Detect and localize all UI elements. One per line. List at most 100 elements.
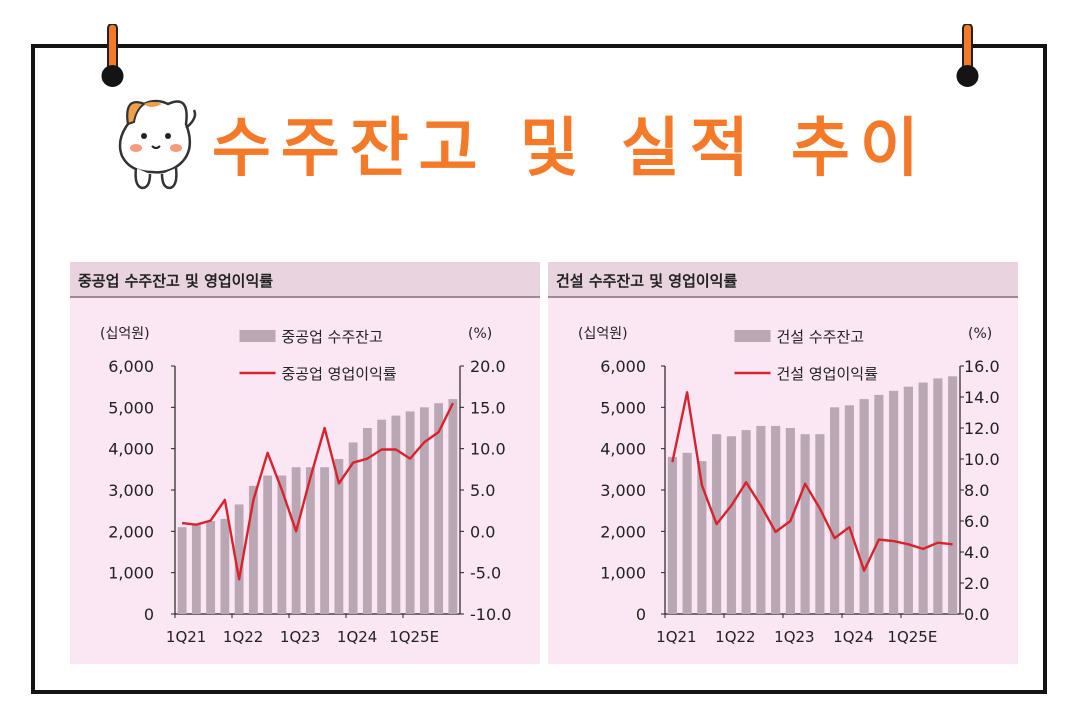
right-tick-label: 5.0 (470, 481, 495, 500)
bar (177, 527, 187, 614)
bar (248, 485, 258, 614)
x-tick-label: 1Q22 (715, 628, 755, 646)
left-tick-label: 3,000 (108, 481, 154, 500)
x-tick-label: 1Q24 (833, 628, 873, 646)
bar (697, 461, 707, 614)
panel-header: 건설 수주잔고 및 영업이익률 (548, 262, 1018, 298)
left-pin-icon (101, 24, 124, 87)
bar (771, 425, 781, 614)
left-tick-label: 6,000 (108, 357, 154, 376)
bar (830, 407, 840, 614)
bar (434, 403, 444, 614)
right-tick-label: 8.0 (964, 481, 989, 500)
chart-svg-construction: 6,000 5,000 4,000 3,000 2,000 1,000 0 16.0 14.0 1… (578, 326, 1000, 646)
right-tick-label: 0.0 (470, 522, 495, 541)
x-tick-label: 1Q25E (389, 628, 439, 646)
bar (334, 459, 344, 614)
bar (362, 428, 372, 614)
bar (234, 504, 244, 614)
bar (377, 419, 387, 614)
bar (291, 467, 301, 614)
right-unit-label: (%) (468, 326, 492, 342)
chart-title: 중공업 수주잔고 및 영업이익률 (78, 272, 274, 290)
right-tick-label: 14.0 (964, 388, 1000, 407)
left-tick-label: 0 (144, 605, 154, 624)
chart-panel-heavy-industry: 중공업 수주잔고 및 영업이익률 6,000 5,000 4,000 3,000 2,0… (70, 262, 540, 664)
bar (800, 434, 810, 614)
bar (844, 405, 854, 614)
bar (874, 394, 884, 614)
bar (889, 390, 899, 614)
left-tick-label: 3,000 (600, 481, 646, 500)
bar (277, 475, 287, 614)
right-tick-label: -5.0 (470, 564, 501, 583)
bar (419, 407, 429, 614)
bar (948, 376, 958, 614)
x-tick-label: 1Q21 (656, 628, 696, 646)
bar (405, 411, 415, 614)
left-tick-label: 5,000 (108, 398, 154, 417)
right-tick-label: 0.0 (964, 605, 989, 624)
bar (391, 415, 401, 614)
bar (682, 452, 692, 614)
x-tick-label: 1Q24 (337, 628, 377, 646)
bar (741, 430, 751, 614)
line-series (671, 391, 953, 572)
x-tick-label: 1Q25E (887, 628, 937, 646)
x-tick-label: 1Q21 (166, 628, 206, 646)
legend-line-label: 중공업 영업이익률 (282, 365, 397, 383)
left-tick-label: 4,000 (108, 440, 154, 459)
left-tick-label: 5,000 (600, 398, 646, 417)
page-title: 수주잔고 및 실적 추이 (212, 112, 929, 186)
bar (206, 521, 216, 614)
bar (933, 378, 943, 614)
left-tick-label: 2,000 (108, 522, 154, 541)
chart-svg-heavy-industry: 6,000 5,000 4,000 3,000 2,000 1,000 0 20.0 15.0 1… (100, 326, 511, 646)
bar (918, 382, 928, 614)
legend-bar-swatch (239, 330, 276, 342)
x-tick-label: 1Q22 (223, 628, 263, 646)
right-tick-label: 6.0 (964, 512, 989, 531)
cat-mascot-icon (118, 99, 197, 190)
left-tick-label: 1,000 (600, 564, 646, 583)
x-tick-label: 1Q23 (774, 628, 814, 646)
bar (263, 475, 273, 614)
right-tick-label: 20.0 (470, 357, 506, 376)
bar (903, 386, 913, 614)
bar (815, 434, 825, 614)
right-tick-label: 16.0 (964, 357, 1000, 376)
right-tick-label: 4.0 (964, 543, 989, 562)
bar (726, 436, 736, 614)
bar (320, 467, 330, 614)
left-tick-label: 0 (636, 605, 646, 624)
right-unit-label: (%) (968, 326, 992, 342)
bar (756, 425, 766, 614)
right-tick-label: 15.0 (470, 398, 506, 417)
legend-bar-label: 건설 수주잔고 (777, 328, 865, 346)
left-tick-label: 2,000 (600, 522, 646, 541)
right-tick-label: 10.0 (470, 440, 506, 459)
bar (220, 518, 230, 614)
legend-line-label: 건설 영업이익률 (777, 365, 879, 383)
right-tick-label: 12.0 (964, 419, 1000, 438)
bar (191, 525, 201, 614)
bar (859, 399, 869, 614)
line-series (181, 402, 454, 581)
right-tick-label: 2.0 (964, 574, 989, 593)
left-tick-label: 4,000 (600, 440, 646, 459)
x-tick-label: 1Q23 (280, 628, 320, 646)
legend-bar-label: 중공업 수주잔고 (282, 328, 383, 346)
right-pin-icon (956, 24, 979, 87)
right-tick-label: 10.0 (964, 450, 1000, 469)
chart-title: 건설 수주잔고 및 영업이익률 (556, 272, 738, 290)
bar (348, 442, 358, 614)
chart-panel-construction: 건설 수주잔고 및 영업이익률 6,000 5,000 4,000 3,000 2,00… (548, 262, 1018, 664)
legend-bar-swatch (734, 330, 771, 342)
panel-header: 중공업 수주잔고 및 영업이익률 (70, 262, 540, 298)
bar (305, 467, 315, 614)
left-tick-label: 6,000 (600, 357, 646, 376)
bar (667, 456, 677, 614)
left-unit-label: (십억원) (100, 326, 150, 342)
bar (448, 399, 458, 614)
left-tick-label: 1,000 (108, 564, 154, 583)
